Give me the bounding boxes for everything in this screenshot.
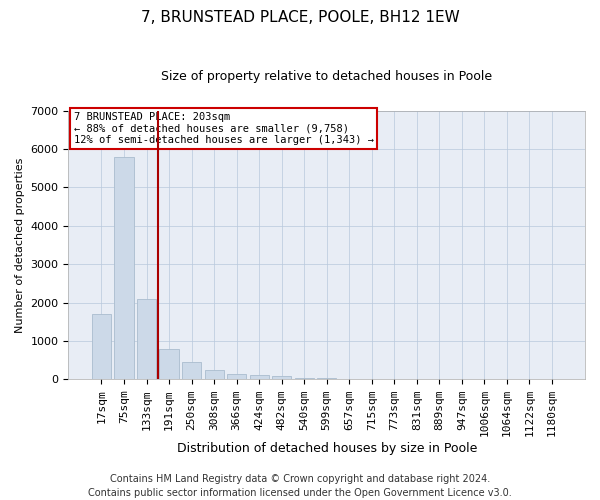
Bar [272, 376, 291, 380]
Bar [137, 299, 156, 380]
Bar [160, 348, 179, 380]
Y-axis label: Number of detached properties: Number of detached properties [15, 158, 25, 332]
Bar [115, 156, 134, 380]
Bar [250, 375, 269, 380]
Bar [295, 378, 314, 380]
Bar [92, 314, 111, 380]
Bar [182, 362, 201, 380]
Bar [317, 378, 336, 380]
Text: 7, BRUNSTEAD PLACE, POOLE, BH12 1EW: 7, BRUNSTEAD PLACE, POOLE, BH12 1EW [140, 10, 460, 25]
Text: 7 BRUNSTEAD PLACE: 203sqm
← 88% of detached houses are smaller (9,758)
12% of se: 7 BRUNSTEAD PLACE: 203sqm ← 88% of detac… [74, 112, 374, 145]
Text: Contains HM Land Registry data © Crown copyright and database right 2024.
Contai: Contains HM Land Registry data © Crown c… [88, 474, 512, 498]
Bar [205, 370, 224, 380]
Bar [227, 374, 246, 380]
Title: Size of property relative to detached houses in Poole: Size of property relative to detached ho… [161, 70, 492, 83]
X-axis label: Distribution of detached houses by size in Poole: Distribution of detached houses by size … [176, 442, 477, 455]
